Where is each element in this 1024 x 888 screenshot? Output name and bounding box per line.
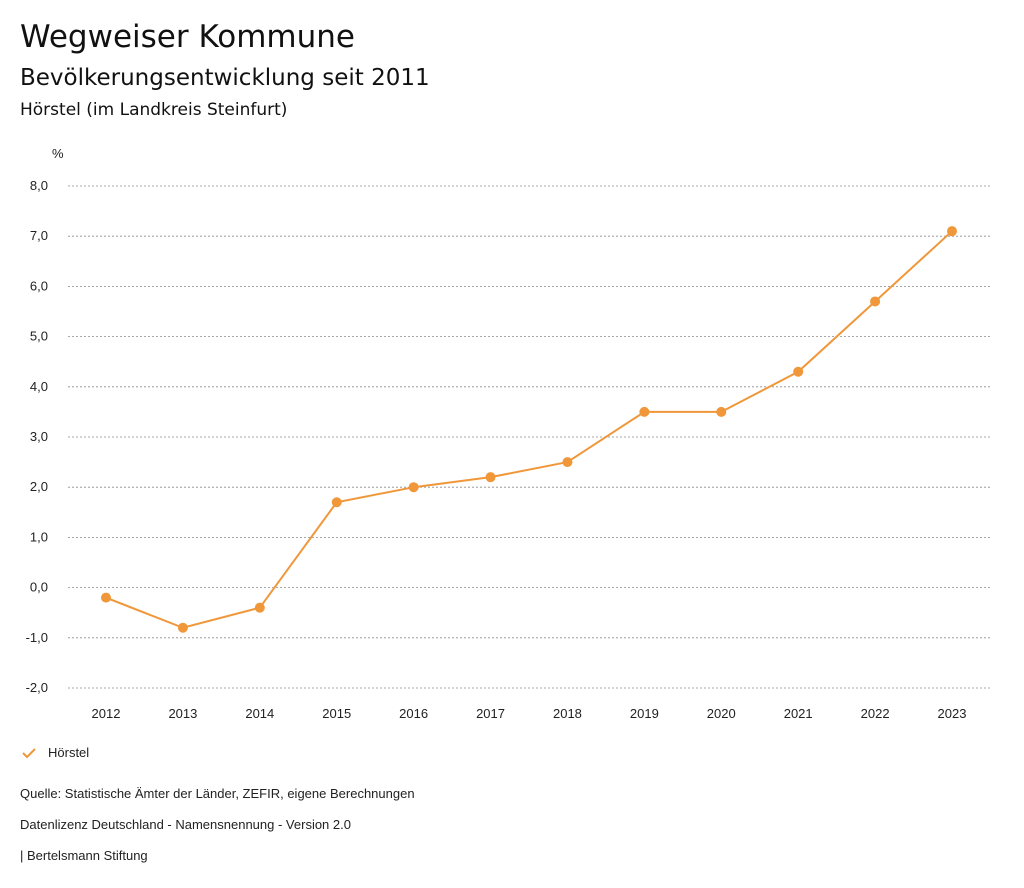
- x-tick-label: 2021: [784, 706, 813, 721]
- y-tick-label: 1,0: [30, 529, 48, 544]
- x-tick-label: 2018: [553, 706, 582, 721]
- x-tick-label: 2022: [861, 706, 890, 721]
- data-point: [408, 482, 419, 493]
- legend-label: Hörstel: [48, 745, 90, 760]
- source-note: Quelle: Statistische Ämter der Länder, Z…: [20, 786, 415, 801]
- x-tick-label: 2017: [476, 706, 505, 721]
- chart-title: Bevölkerungsentwicklung seit 2011: [20, 65, 430, 91]
- brand-title: Wegweiser Kommune: [20, 19, 355, 55]
- x-tick-label: 2014: [245, 706, 274, 721]
- license-note: Datenlizenz Deutschland - Namensnennung …: [20, 817, 351, 832]
- y-tick-label: 4,0: [30, 379, 48, 394]
- data-point: [716, 406, 727, 417]
- y-tick-label: 0,0: [30, 580, 48, 595]
- y-tick-label: -2,0: [26, 680, 48, 695]
- x-tick-label: 2012: [92, 706, 121, 721]
- series-line: [105, 230, 953, 629]
- y-tick-label: 2,0: [30, 479, 48, 494]
- organization-credit: | Bertelsmann Stiftung: [20, 848, 148, 863]
- data-point: [101, 592, 111, 603]
- x-tick-label: 2020: [707, 706, 736, 721]
- y-tick-label: 8,0: [30, 178, 48, 193]
- y-tick-label: 6,0: [30, 278, 48, 293]
- y-tick-label: 5,0: [30, 329, 48, 344]
- data-point: [793, 366, 804, 377]
- y-axis-unit-label: %: [52, 146, 64, 161]
- line-chart: % -2,0 -1,0 0,0 1,0 2,0 3,0 4,0 5,0 6,0 7,0 8,0 2012…: [26, 146, 990, 721]
- data-point: [562, 457, 573, 468]
- data-point: [947, 226, 957, 237]
- y-tick-label: -1,0: [26, 630, 48, 645]
- y-tick-label: 3,0: [30, 429, 48, 444]
- data-point: [331, 497, 342, 508]
- y-tick-label: 7,0: [30, 228, 48, 243]
- chart-header: Wegweiser Kommune Bevölkerungsentwicklun…: [20, 18, 430, 121]
- data-point: [485, 472, 496, 483]
- data-point: [177, 622, 188, 633]
- x-tick-label: 2013: [168, 706, 197, 721]
- chart-subtitle: Hörstel (im Landkreis Steinfurt): [20, 100, 288, 120]
- data-point: [254, 602, 265, 613]
- legend-item-horstel[interactable]: Hörstel: [22, 745, 89, 760]
- x-tick-label: 2015: [322, 706, 351, 721]
- data-point: [870, 296, 881, 307]
- x-tick-label: 2019: [630, 706, 659, 721]
- data-point: [639, 406, 650, 417]
- x-tick-label: 2016: [399, 706, 428, 721]
- x-tick-label: 2023: [938, 706, 967, 721]
- check-icon: [22, 747, 36, 758]
